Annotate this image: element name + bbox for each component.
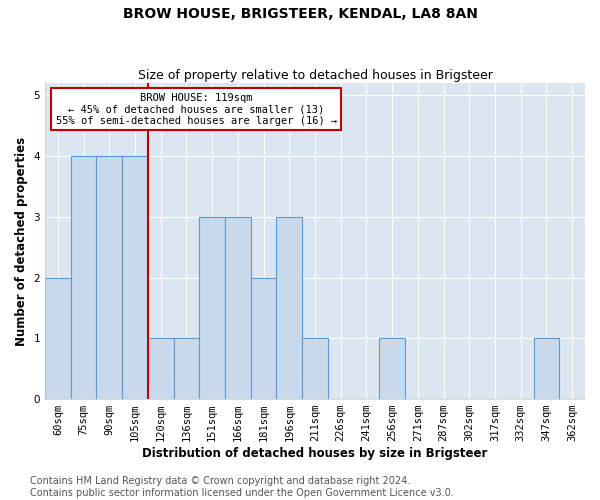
X-axis label: Distribution of detached houses by size in Brigsteer: Distribution of detached houses by size … <box>142 447 488 460</box>
Bar <box>71 156 97 399</box>
Bar <box>225 217 251 399</box>
Bar <box>533 338 559 399</box>
Bar <box>173 338 199 399</box>
Text: BROW HOUSE, BRIGSTEER, KENDAL, LA8 8AN: BROW HOUSE, BRIGSTEER, KENDAL, LA8 8AN <box>122 8 478 22</box>
Text: BROW HOUSE: 119sqm
← 45% of detached houses are smaller (13)
55% of semi-detache: BROW HOUSE: 119sqm ← 45% of detached hou… <box>56 92 337 126</box>
Bar <box>277 217 302 399</box>
Bar <box>251 278 277 399</box>
Y-axis label: Number of detached properties: Number of detached properties <box>15 136 28 346</box>
Bar <box>148 338 173 399</box>
Bar <box>45 278 71 399</box>
Title: Size of property relative to detached houses in Brigsteer: Size of property relative to detached ho… <box>137 69 493 82</box>
Text: Contains HM Land Registry data © Crown copyright and database right 2024.
Contai: Contains HM Land Registry data © Crown c… <box>30 476 454 498</box>
Bar <box>302 338 328 399</box>
Bar <box>122 156 148 399</box>
Bar <box>97 156 122 399</box>
Bar <box>379 338 405 399</box>
Bar <box>199 217 225 399</box>
